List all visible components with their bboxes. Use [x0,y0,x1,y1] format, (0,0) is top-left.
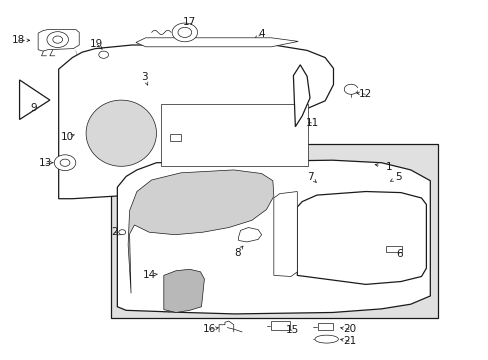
Polygon shape [128,170,273,293]
Polygon shape [117,160,429,314]
Text: 9: 9 [30,103,37,113]
Polygon shape [293,65,309,127]
Text: 8: 8 [233,248,240,258]
Polygon shape [59,45,333,199]
Text: 10: 10 [61,132,74,142]
Text: 16: 16 [202,324,216,334]
Text: 20: 20 [343,324,355,334]
FancyBboxPatch shape [386,246,401,252]
Polygon shape [38,30,79,51]
Text: 6: 6 [396,249,403,259]
Circle shape [172,23,197,42]
Circle shape [54,155,76,171]
Text: 17: 17 [183,17,196,27]
Circle shape [99,51,108,58]
Polygon shape [136,38,298,47]
Circle shape [119,230,125,235]
Polygon shape [238,228,261,242]
Text: 12: 12 [358,89,372,99]
Text: 15: 15 [285,325,299,336]
Ellipse shape [314,335,338,343]
Text: 11: 11 [305,118,318,128]
Text: 14: 14 [142,270,156,280]
Polygon shape [163,269,204,312]
Polygon shape [161,104,307,166]
Text: 5: 5 [394,172,401,182]
FancyBboxPatch shape [317,323,333,330]
Text: 1: 1 [385,162,391,172]
Text: 7: 7 [306,172,313,182]
Text: 3: 3 [141,72,147,82]
Text: 2: 2 [111,227,118,237]
Polygon shape [273,192,297,276]
Text: 4: 4 [258,29,264,39]
Polygon shape [297,192,426,284]
Polygon shape [20,80,50,120]
Text: 13: 13 [38,158,52,168]
FancyBboxPatch shape [271,321,289,330]
FancyBboxPatch shape [170,134,181,141]
Text: 19: 19 [90,39,103,49]
Polygon shape [86,100,156,166]
FancyBboxPatch shape [111,144,437,318]
Text: 18: 18 [12,35,25,45]
Text: 21: 21 [342,336,356,346]
